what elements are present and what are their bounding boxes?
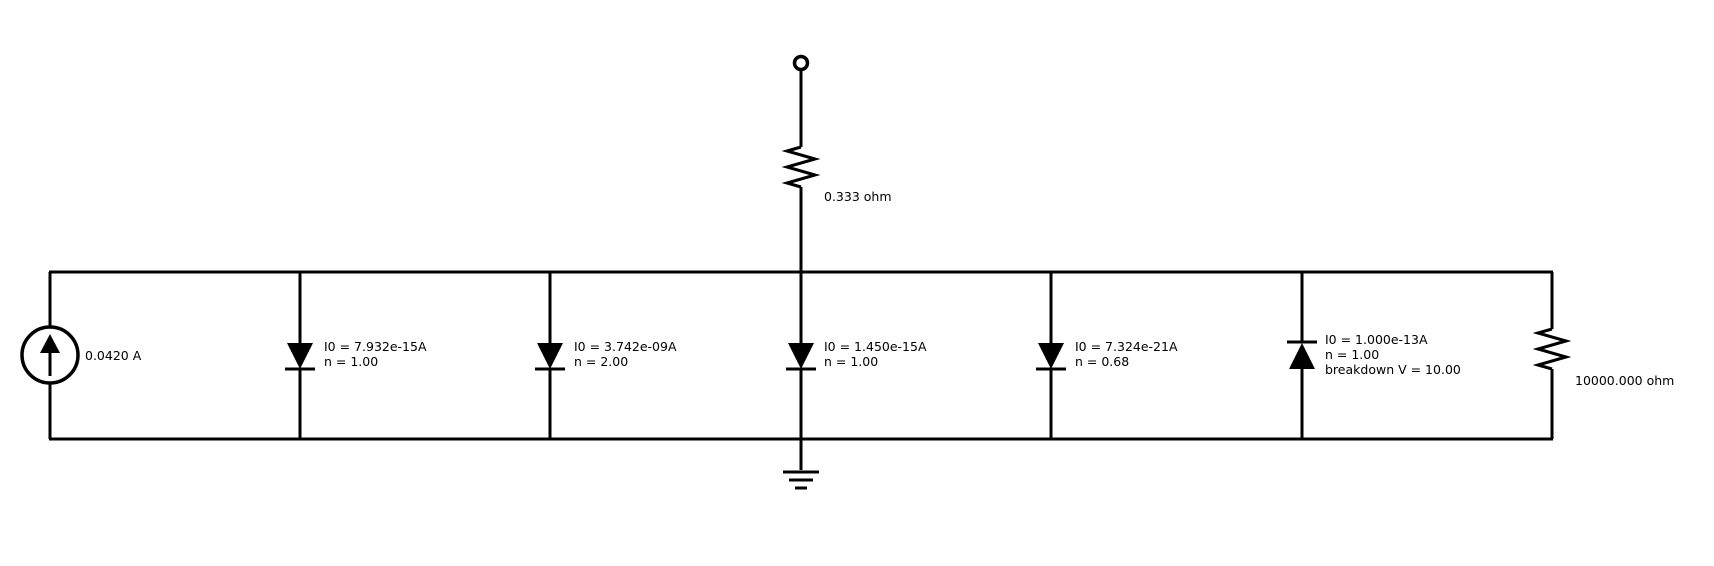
diode-3 bbox=[786, 272, 816, 470]
diode-2 bbox=[535, 272, 565, 439]
ground-icon bbox=[783, 470, 819, 490]
zener-i0-label: I0 = 1.000e-13A bbox=[1325, 332, 1428, 347]
diode-1-n-label: n = 1.00 bbox=[324, 354, 378, 369]
series-resistor bbox=[781, 145, 821, 189]
diode-2-n-label: n = 2.00 bbox=[574, 354, 628, 369]
output-terminal bbox=[792, 54, 810, 72]
diode-4-i0-label: I0 = 7.324e-21A bbox=[1075, 339, 1178, 354]
diode-1-i0-label: I0 = 7.932e-15A bbox=[324, 339, 427, 354]
current-arrow-icon bbox=[40, 334, 60, 353]
zener-breakdown-label: breakdown V = 10.00 bbox=[1325, 362, 1461, 377]
series-resistor-label: 0.333 ohm bbox=[824, 189, 892, 204]
shunt-resistor-label: 10000.000 ohm bbox=[1575, 373, 1674, 388]
diode-2-i0-label: I0 = 3.742e-09A bbox=[574, 339, 677, 354]
diode-3-i0-label: I0 = 1.450e-15A bbox=[824, 339, 927, 354]
shunt-resistor bbox=[1532, 327, 1572, 371]
zener-n-label: n = 1.00 bbox=[1325, 347, 1379, 362]
current-source-label: 0.0420 A bbox=[85, 348, 142, 363]
diode-3-n-label: n = 1.00 bbox=[824, 354, 878, 369]
zener-diode bbox=[1287, 272, 1317, 439]
diode-1 bbox=[285, 272, 315, 439]
diode-4 bbox=[1036, 272, 1066, 439]
diode-4-n-label: n = 0.68 bbox=[1075, 354, 1129, 369]
